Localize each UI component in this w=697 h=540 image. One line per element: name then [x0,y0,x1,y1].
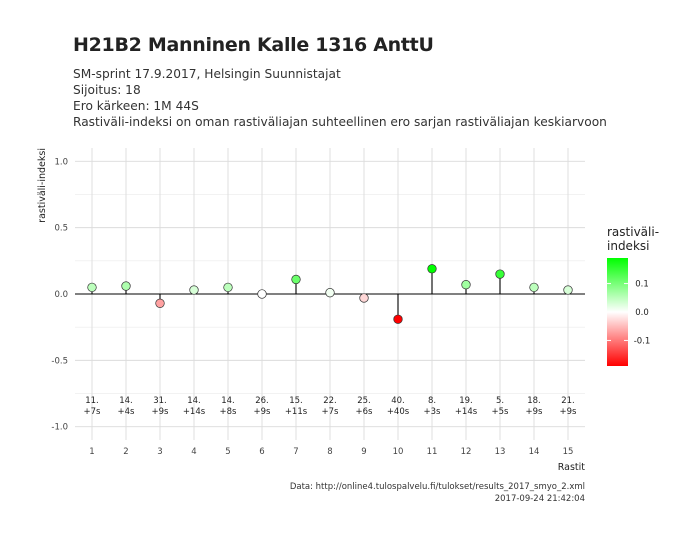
annotation-diff: +14s [183,407,206,417]
chart-caption: Data: http://online4.tulospalvelu.fi/tul… [290,481,585,505]
y-tick-label: 0.5 [54,224,68,234]
annotation-rank: 14. [221,396,235,406]
x-tick-label: 3 [157,447,162,457]
x-tick-label: 6 [259,447,264,457]
data-point [189,285,199,295]
chart-subtitle: SM-sprint 17.9.2017, Helsingin Suunnista… [73,66,607,130]
x-tick-label: 10 [393,447,404,457]
subtitle-line-event: SM-sprint 17.9.2017, Helsingin Suunnista… [73,67,341,81]
data-points [87,264,573,324]
annotation-diff: +3s [424,407,442,417]
x-tick-label: 13 [495,447,506,457]
annotation-diff: +8s [220,407,238,417]
chart-title: H21B2 Manninen Kalle 1316 AnttU [73,34,434,56]
annotation-diff: +11s [285,407,308,417]
annotation-diff: +5s [492,407,510,417]
x-tick-label: 12 [461,447,472,457]
annotation-rank: 19. [459,396,473,406]
annotation-diff: +9s [526,407,544,417]
x-tick-label: 1 [89,447,94,457]
annotation-rank: 8. [428,396,436,406]
subtitle-line-placing: Sijoitus: 18 [73,83,141,97]
data-point [563,285,573,295]
data-point [155,298,165,308]
legend-label: 0.1 [635,280,649,290]
data-point [393,314,403,324]
legend-label: -0.1 [634,336,651,346]
data-point [325,288,335,298]
x-tick-label: 15 [563,447,574,457]
annotation-rank: 26. [255,396,269,406]
x-tick-label: 9 [361,447,366,457]
annotation-rank: 21. [561,396,575,406]
data-point [121,281,131,291]
x-axis-title: Rastit [558,462,586,473]
annotation-rank: 14. [119,396,133,406]
annotation-diff: +7s [322,407,340,417]
annotation-diff: +7s [84,407,102,417]
annotations: 11.+7s14.+4s31.+9s14.+14s14.+8s26.+9s15.… [84,396,578,417]
x-tick-label: 4 [191,447,196,457]
y-tick-label: 1.0 [54,157,68,167]
legend-colorbar [607,258,628,366]
caption-timestamp: 2017-09-24 21:42:04 [494,494,585,504]
data-point [461,280,471,290]
x-tick-label: 14 [529,447,540,457]
data-point [427,264,437,274]
data-point [291,274,301,285]
y-tick-label: -1.0 [51,423,68,433]
y-tick-label: -0.5 [51,356,68,366]
x-tick-label: 2 [123,447,128,457]
annotation-diff: +4s [118,407,136,417]
annotation-rank: 14. [187,396,201,406]
annotation-rank: 5. [496,396,504,406]
subtitle-line-gap: Ero kärkeen: 1M 44S [73,99,199,113]
legend: rastiväli-indeksi 0.1 0.0 -0.1 [607,225,659,366]
annotation-diff: +6s [356,407,374,417]
annotation-rank: 15. [289,396,303,406]
data-point [495,269,505,279]
data-point [257,289,267,299]
x-tick-label: 5 [225,447,230,457]
annotation-diff: +40s [387,407,410,417]
annotation-rank: 40. [391,396,405,406]
annotation-diff: +9s [254,407,272,417]
x-tick-label: 7 [293,447,298,457]
data-point [529,282,539,293]
axes: -1.0-0.50.00.51.01 2 3 4 5 6 7 8 9 10 11 12 13 14 15Ra… [37,148,585,473]
x-tick-label: 8 [327,447,332,457]
x-tick-label: 11 [427,447,438,457]
data-point [359,293,369,303]
legend-label: 0.0 [635,308,649,318]
annotation-diff: +14s [455,407,478,417]
y-tick-label: 0.0 [54,290,68,300]
caption-source: Data: http://online4.tulospalvelu.fi/tul… [289,482,585,492]
data-point [87,282,97,293]
annotation-rank: 11. [85,396,99,406]
legend-title-line: rastiväli- [607,225,659,239]
annotation-diff: +9s [560,407,578,417]
legend-title-line: indeksi [607,239,649,253]
annotation-rank: 18. [527,396,541,406]
annotation-rank: 22. [323,396,337,406]
annotation-diff: +9s [152,407,170,417]
annotation-rank: 31. [153,396,167,406]
subtitle-line-description: Rastiväli-indeksi on oman rastiväliajan … [73,115,607,129]
data-point [223,282,233,293]
annotation-rank: 25. [357,396,371,406]
y-axis-title: rastiväli-indeksi [37,148,48,223]
